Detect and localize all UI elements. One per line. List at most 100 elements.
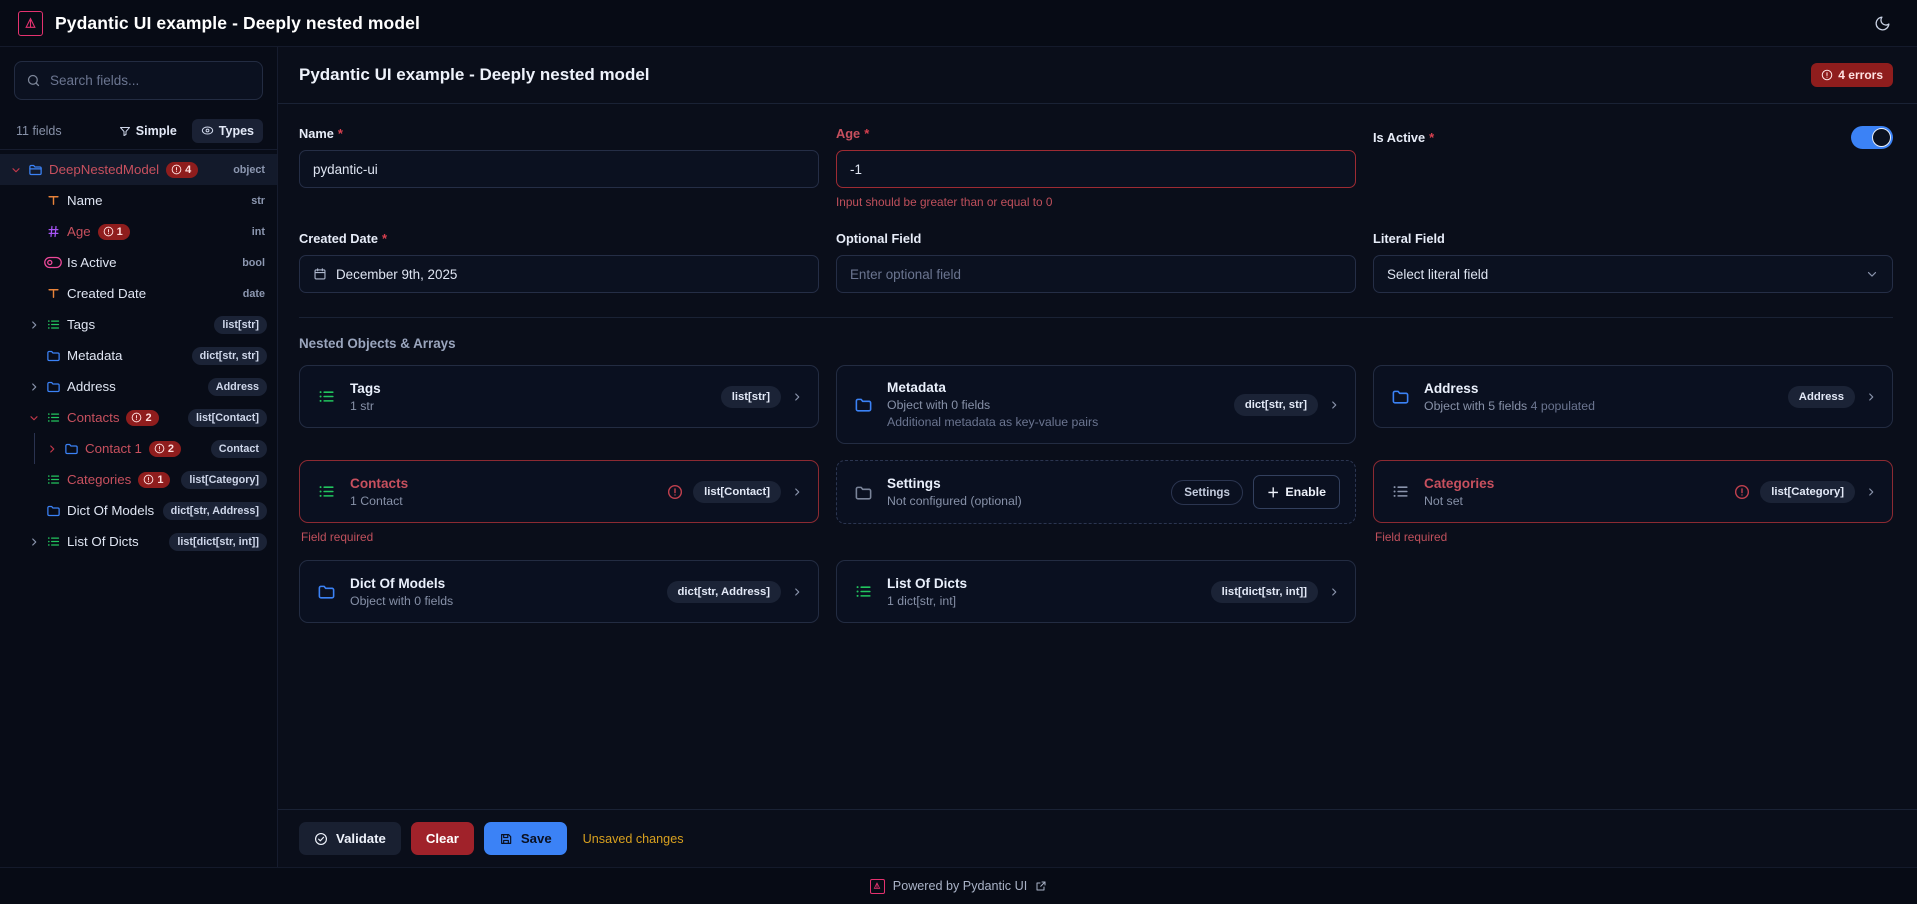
tree-item-dict-of-models[interactable]: Dict Of Models dict[str, Address] [0,495,277,526]
card-slot: List Of Dicts 1 dict[str, int] list[dict[s… [836,560,1356,623]
moon-icon[interactable] [1865,6,1899,40]
card-subtitle-extra: 4 populated [1530,398,1595,413]
calendar-icon [313,267,327,281]
chevron-right-icon[interactable] [26,536,42,548]
tree-item-label: Tags [67,317,96,332]
tree-item-type-badge: date [242,287,265,300]
error-count-badge[interactable]: 4 errors [1811,63,1893,87]
card-title: Categories [1424,475,1495,491]
field-tree[interactable]: DeepNestedModel 4 object Name str Age 1 int Is A… [0,150,277,867]
nested-card-address[interactable]: Address Object with 5 fields 4 populated A… [1373,365,1893,428]
chevron-right-icon[interactable] [1328,399,1340,411]
card-error-message: Field required [1375,530,1448,544]
tree-item-type-badge: list[Category] [181,470,267,489]
nested-card-dict-of-models[interactable]: Dict Of Models Object with 0 fields dict[s… [299,560,819,623]
card-error-icon [1734,484,1750,500]
tree-item-created-date[interactable]: Created Date date [0,278,277,309]
field-created-date-label-text: Created Date [299,231,378,246]
card-title: Settings [887,476,941,491]
clear-button[interactable]: Clear [410,822,474,855]
optional-field-input[interactable]: Enter optional field [836,255,1356,293]
is-active-toggle[interactable] [1851,126,1893,149]
chevron-right-icon[interactable] [791,586,803,598]
nested-card-list-of-dicts[interactable]: List Of Dicts 1 dict[str, int] list[dict[s… [836,560,1356,623]
nested-card-settings[interactable]: Settings Not configured (optional) Setting… [836,460,1356,524]
tree-item-age[interactable]: Age 1 int [0,216,277,247]
tree-item-list-of-dicts[interactable]: List Of Dicts list[dict[str, int]] [0,526,277,557]
search-container [0,47,277,112]
chevron-right-icon[interactable] [791,486,803,498]
nested-card-categories[interactable]: Categories Not set list[Category] [1373,460,1893,523]
card-slot: Contacts 1 Contact list[Contact] Field requ… [299,460,819,544]
card-title: Tags [350,380,381,396]
chevron-down-icon[interactable] [26,412,42,424]
section-divider [299,317,1893,318]
tree-item-error-count: 2 [145,411,152,424]
view-mode-types[interactable]: Types [191,118,263,143]
folder-icon [852,395,874,414]
chevron-down-icon [1865,267,1879,281]
nested-card-tags[interactable]: Tags 1 str list[str] [299,365,819,428]
tree-item-label: Contacts [67,410,120,425]
card-type-badge: dict[str, str] [1233,393,1318,416]
list-icon [315,387,337,406]
tree-item-categories[interactable]: Categories 1 list[Category] [0,464,277,495]
view-mode-simple[interactable]: Simple [110,119,186,143]
card-type-badge: list[dict[str, int]] [1210,580,1318,603]
search-field-wrapper[interactable] [14,61,263,100]
chevron-right-icon[interactable] [791,391,803,403]
age-error-message: Input should be greater than or equal to… [836,195,1053,209]
field-created-date: Created Date * December 9th, 2025 [299,231,819,293]
chevron-right-icon[interactable] [1865,391,1877,403]
age-input[interactable]: -1 [836,150,1356,188]
tree-item-label: Address [67,379,116,394]
nested-card-contacts[interactable]: Contacts 1 Contact list[Contact] [299,460,819,523]
search-input[interactable] [50,73,251,88]
save-button[interactable]: Save [483,822,567,855]
tree-item-deepnestedmodel[interactable]: DeepNestedModel 4 object [0,154,277,185]
card-settings-pill[interactable]: Settings [1171,479,1243,505]
tree-item-tags[interactable]: Tags list[str] [0,309,277,340]
card-text: Address Object with 5 fields 4 populated [1424,381,1595,413]
name-input[interactable]: pydantic-ui [299,150,819,188]
tree-item-type-badge: Address [207,377,267,396]
tree-item-label: List Of Dicts [67,534,139,549]
tree-item-is-active[interactable]: Is Active bool [0,247,277,278]
view-mode-types-label: Types [218,123,254,138]
tree-item-label: Contact 1 [85,441,142,456]
field-optional-label: Optional Field [836,231,1356,246]
chevron-right-icon[interactable] [26,381,42,393]
chevron-right-icon[interactable] [1328,586,1340,598]
app-title: Pydantic UI example - Deeply nested mode… [55,12,420,33]
card-subtitle: 1 dict[str, int] [887,593,957,608]
card-actions: dict[str, str] [1233,393,1340,416]
chevron-right-icon[interactable] [1865,486,1877,498]
tree-item-contact-1[interactable]: Contact 1 2 Contact [0,433,277,464]
required-marker: * [381,231,388,246]
tree-item-name[interactable]: Name str [0,185,277,216]
card-actions: list[Contact] [667,480,803,503]
clear-button-label: Clear [425,831,459,846]
field-is-active-label-text: Is Active [1373,130,1426,145]
folder-icon [42,348,64,363]
folder-icon [42,503,64,518]
tree-item-error-badge: 2 [148,440,182,457]
external-link-icon[interactable] [1035,880,1047,892]
nested-card-metadata[interactable]: Metadata Object with 0 fields Additional m… [836,365,1356,444]
created-date-input[interactable]: December 9th, 2025 [299,255,819,293]
tree-item-contacts[interactable]: Contacts 2 list[Contact] [0,402,277,433]
chevron-right-icon[interactable] [44,443,60,455]
chevron-down-icon[interactable] [8,164,24,176]
name-input-value: pydantic-ui [313,161,378,177]
tree-item-type-badge: Contact [210,439,267,458]
chevron-right-icon[interactable] [26,319,42,331]
list-icon [42,472,64,487]
tree-item-address[interactable]: Address Address [0,371,277,402]
card-enable-button[interactable]: ＋ Enable [1252,475,1340,509]
validate-button[interactable]: Validate [299,822,401,855]
literal-field-select[interactable]: Select literal field [1373,255,1893,293]
tree-item-type-badge: dict[str, str] [191,346,267,365]
field-name: Name * pydantic-ui [299,126,819,209]
folder-open-icon [24,162,46,177]
tree-item-metadata[interactable]: Metadata dict[str, str] [0,340,277,371]
